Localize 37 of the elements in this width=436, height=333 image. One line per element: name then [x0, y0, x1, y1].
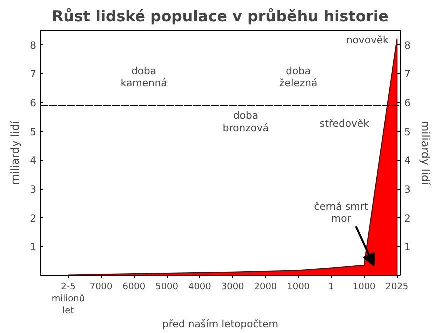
annotation: doba kamenná	[120, 66, 168, 90]
x-tick-label: 5000	[156, 282, 179, 292]
x-tick-label: 2-5 milionů let	[52, 282, 86, 316]
y2-tick-label: 1	[404, 242, 411, 254]
chart-title: Růst lidské populace v průběhu historie	[52, 8, 389, 26]
x-tick-label: 1000	[287, 282, 310, 292]
y-tick-label: 5	[30, 127, 37, 138]
annotation: černá smrt mor	[314, 202, 369, 226]
y2-tick-label: 8	[404, 40, 411, 52]
annotation: středověk	[320, 118, 370, 130]
y2-tick-label: 2	[404, 214, 411, 225]
x-tick-label: 2000	[254, 282, 278, 292]
x-tick-label: 1	[328, 282, 334, 292]
x-tick-label: 4000	[188, 282, 212, 292]
y-tick-label: 6	[30, 98, 37, 110]
y2-tick-label: 5	[404, 127, 411, 138]
text: před naším letopočtem	[162, 320, 279, 330]
y-tick-label: 3	[30, 185, 37, 196]
x-tick-label: 2025	[386, 282, 409, 292]
y2-tick-label: 7	[404, 70, 411, 81]
x-tick-label: 3000	[221, 282, 245, 292]
y-tick-label: 4	[30, 156, 37, 168]
y-tick-label: 7	[30, 70, 37, 81]
annotation: novověk	[346, 35, 390, 46]
y2-tick-label: 6	[404, 98, 411, 110]
y-tick-label: 8	[30, 40, 37, 52]
y2-tick-label: 4	[404, 156, 411, 168]
y-axis-title: miliardy lidí	[9, 120, 22, 186]
annotation: doba bronzová	[222, 111, 270, 134]
y2-tick-label: 3	[404, 185, 411, 196]
y-tick-label: 2	[30, 214, 37, 225]
annotation: doba železná	[280, 66, 318, 90]
x-tick-label: 7000	[90, 282, 114, 292]
x-tick-label: 1000	[352, 282, 376, 292]
y2-axis-title: miliardy lidí	[418, 120, 432, 186]
y-tick-label: 1	[30, 242, 37, 254]
x-tick-label: 6000	[122, 282, 146, 292]
